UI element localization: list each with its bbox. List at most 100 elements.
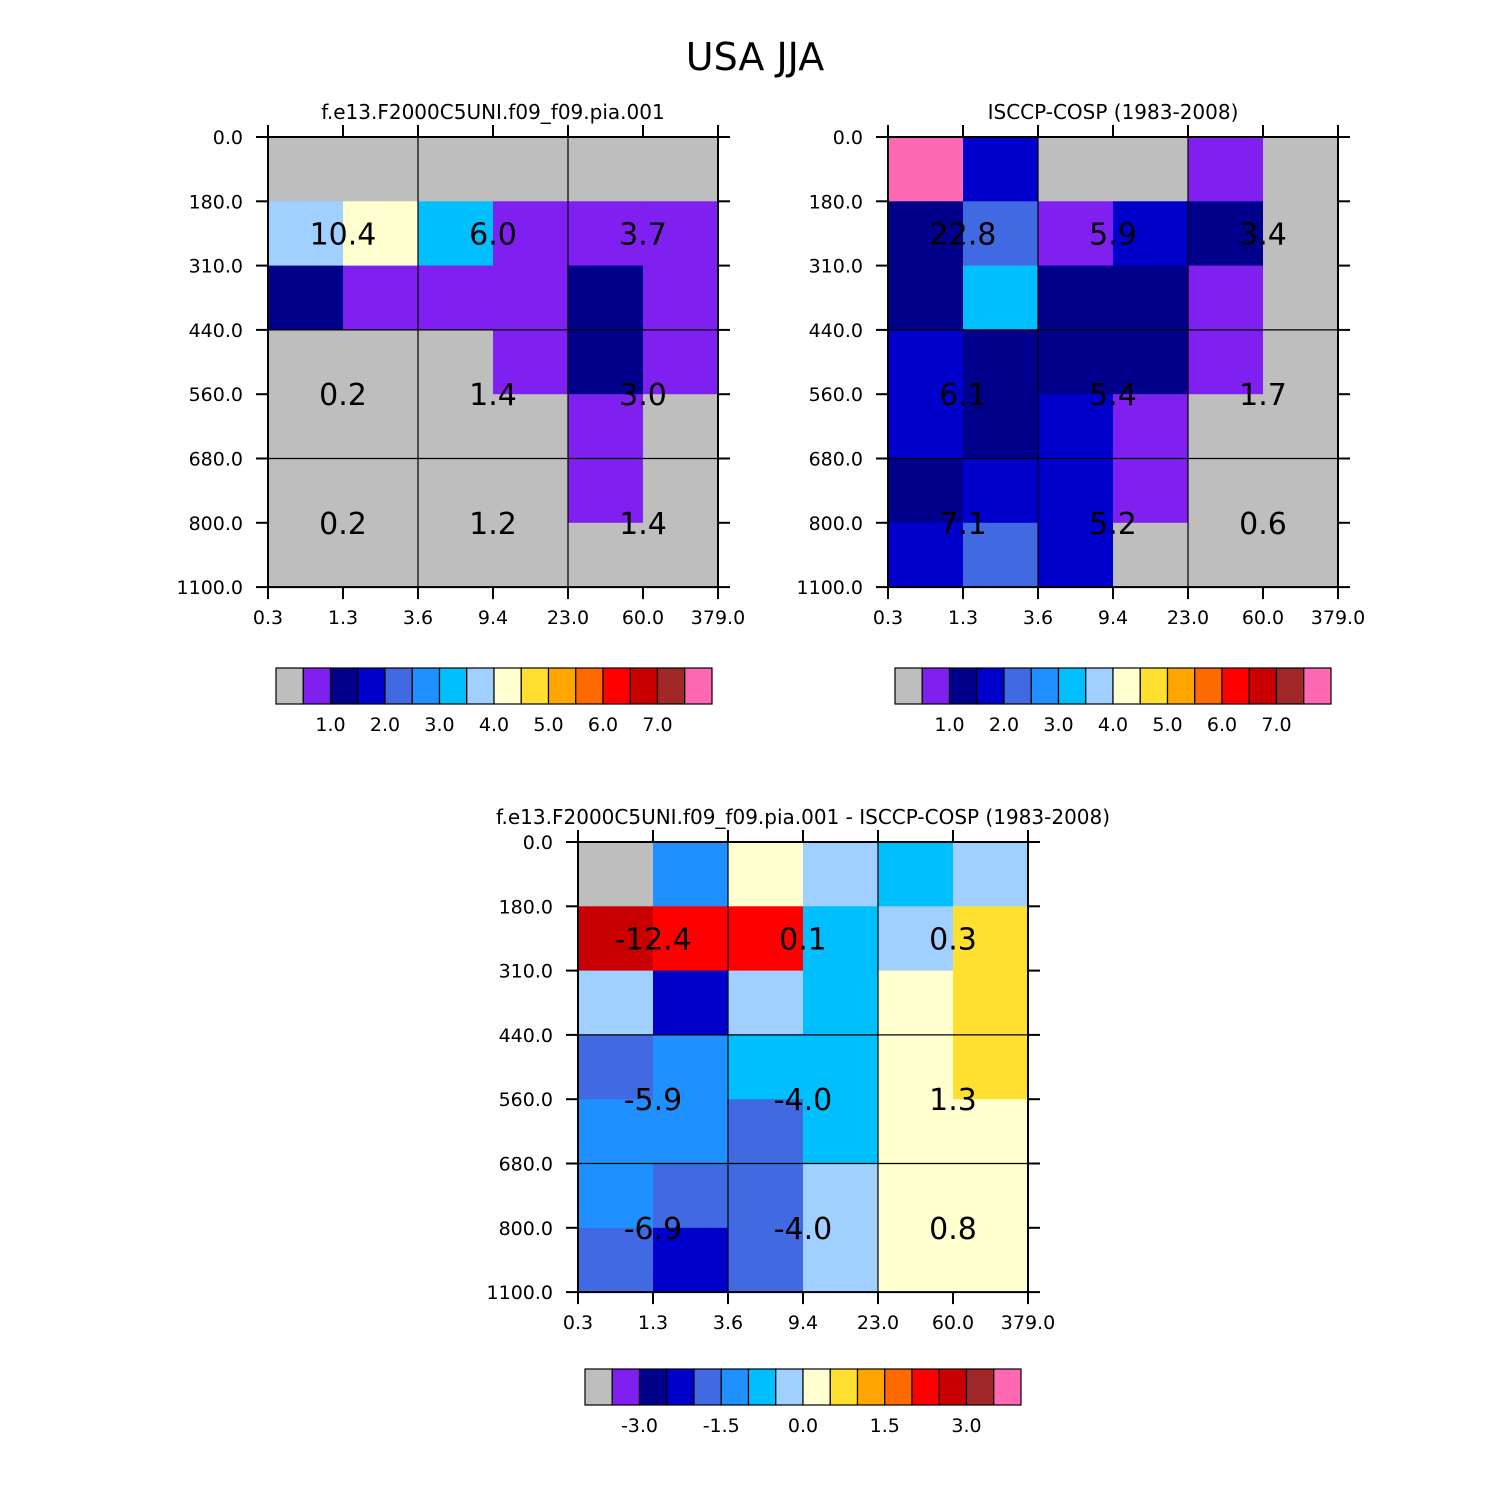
heatmap-cell: [568, 265, 644, 331]
x-tick-label: 1.3: [328, 607, 358, 629]
heatmap-cell: [1113, 394, 1189, 460]
data-label: 1.2: [469, 507, 517, 542]
colorbar-box: [611, 1368, 641, 1406]
colorbar-label: 7.0: [642, 714, 672, 736]
colorbar-box: [1057, 667, 1087, 705]
heatmap-cell: [888, 458, 964, 524]
data-label: 5.2: [1089, 507, 1137, 542]
colorbar-label: 1.0: [315, 714, 345, 736]
panel-model: f.e13.F2000C5UNI.f09_f09.pia.001 0.0 180.0…: [177, 100, 746, 736]
data-label: 1.4: [619, 507, 667, 542]
heatmap-cell: [418, 137, 494, 202]
data-label: -4.0: [774, 1212, 833, 1247]
heatmap-cell: [1188, 265, 1264, 331]
colorbar-box: [747, 1368, 777, 1406]
heatmap-cell: [493, 265, 569, 331]
colorbar-label: 1.5: [870, 1415, 900, 1437]
data-label: 0.2: [319, 507, 367, 542]
heatmap-cell: [803, 1163, 879, 1229]
heatmap-cell: [953, 842, 1029, 907]
heatmap-cell: [728, 906, 804, 972]
heatmap-cell: [1188, 522, 1264, 588]
data-label: -5.9: [624, 1083, 683, 1118]
heatmap-cell: [643, 201, 719, 267]
data-label: -6.9: [624, 1212, 683, 1247]
colorbar-label: 3.0: [1043, 714, 1073, 736]
colorbar-box: [965, 1368, 995, 1406]
data-label: 0.1: [779, 922, 827, 957]
heatmap-cell: [643, 265, 719, 331]
heatmap-cell: [888, 265, 964, 331]
colorbar-label: 3.0: [951, 1415, 981, 1437]
colorbar-box: [911, 1368, 940, 1406]
colorbar-box: [1112, 667, 1141, 705]
colorbar-box: [693, 1368, 722, 1406]
colorbar-label: 2.0: [989, 714, 1019, 736]
heatmap-cell: [568, 137, 644, 202]
heatmap-cell: [268, 522, 344, 588]
x-tick-label: 379.0: [1001, 1312, 1055, 1334]
heatmap-cell: [493, 458, 569, 524]
heatmap-cell: [343, 394, 419, 460]
heatmap-cell: [418, 201, 494, 267]
heatmap-cell: [568, 329, 644, 395]
y-tick-label: 440.0: [189, 320, 243, 342]
colorbar-box: [1166, 667, 1196, 705]
heatmap-cell: [878, 1034, 954, 1100]
heatmap-cell: [653, 1227, 729, 1293]
colorbar-box: [466, 667, 495, 705]
colorbar-box: [948, 667, 978, 705]
heatmap-cell: [1038, 522, 1114, 588]
heatmap-cell: [653, 1163, 729, 1229]
heatmap-cell: [418, 394, 494, 460]
heatmap-cell: [568, 522, 644, 588]
x-tick-label: 60.0: [932, 1312, 974, 1334]
y-tick-label: 800.0: [499, 1218, 553, 1240]
y-tick-label: 0.0: [523, 832, 553, 854]
colorbar-box: [884, 1368, 913, 1406]
heatmap-cell: [963, 329, 1039, 395]
colorbar-box: [802, 1368, 831, 1406]
heatmap-cell: [878, 1163, 954, 1229]
colorbar-label: 5.0: [1152, 714, 1182, 736]
heatmap-cell: [268, 329, 344, 395]
colorbar-label: -1.5: [703, 1415, 740, 1437]
heatmap-cell: [343, 522, 419, 588]
colorbar-label: 5.0: [533, 714, 563, 736]
y-tick-label: 680.0: [499, 1154, 553, 1176]
colorbar-box: [1221, 667, 1250, 705]
panel-difference: f.e13.F2000C5UNI.f09_f09.pia.001 - ISCCP…: [487, 805, 1111, 1437]
heatmap-cell: [953, 1034, 1029, 1100]
colorbar-box: [602, 667, 631, 705]
heatmap-cell: [268, 137, 344, 202]
heatmap-cell: [493, 137, 569, 202]
heatmap-cell: [643, 522, 719, 588]
data-label: 3.0: [619, 378, 667, 413]
data-label: 1.7: [1239, 378, 1287, 413]
x-tick-label: 0.3: [873, 607, 903, 629]
colorbar-box: [894, 667, 923, 705]
heatmap-cell: [1113, 522, 1189, 588]
heatmap-cell: [953, 1227, 1029, 1293]
colorbar-label: 7.0: [1261, 714, 1291, 736]
y-tick-label: 560.0: [499, 1089, 553, 1111]
heatmap-cell: [728, 1099, 804, 1165]
colorbar-label: 6.0: [1207, 714, 1237, 736]
x-tick-label: 23.0: [547, 607, 589, 629]
y-tick-label: 180.0: [499, 896, 553, 918]
data-label: 0.8: [929, 1212, 977, 1247]
y-tick-label: 560.0: [189, 384, 243, 406]
colorbar-box: [629, 667, 659, 705]
colorbar-box: [921, 667, 951, 705]
heatmap-cell: [1263, 137, 1339, 202]
heatmap-cell: [1113, 265, 1189, 331]
data-label: 6.1: [939, 378, 987, 413]
heatmap-cell: [268, 265, 344, 331]
colorbar-label: 6.0: [588, 714, 618, 736]
colorbar-box: [575, 667, 604, 705]
heatmap-cell: [878, 906, 954, 972]
y-tick-label: 680.0: [809, 449, 863, 471]
colorbar-box: [993, 1368, 1022, 1406]
heatmap-cell: [1038, 137, 1114, 202]
